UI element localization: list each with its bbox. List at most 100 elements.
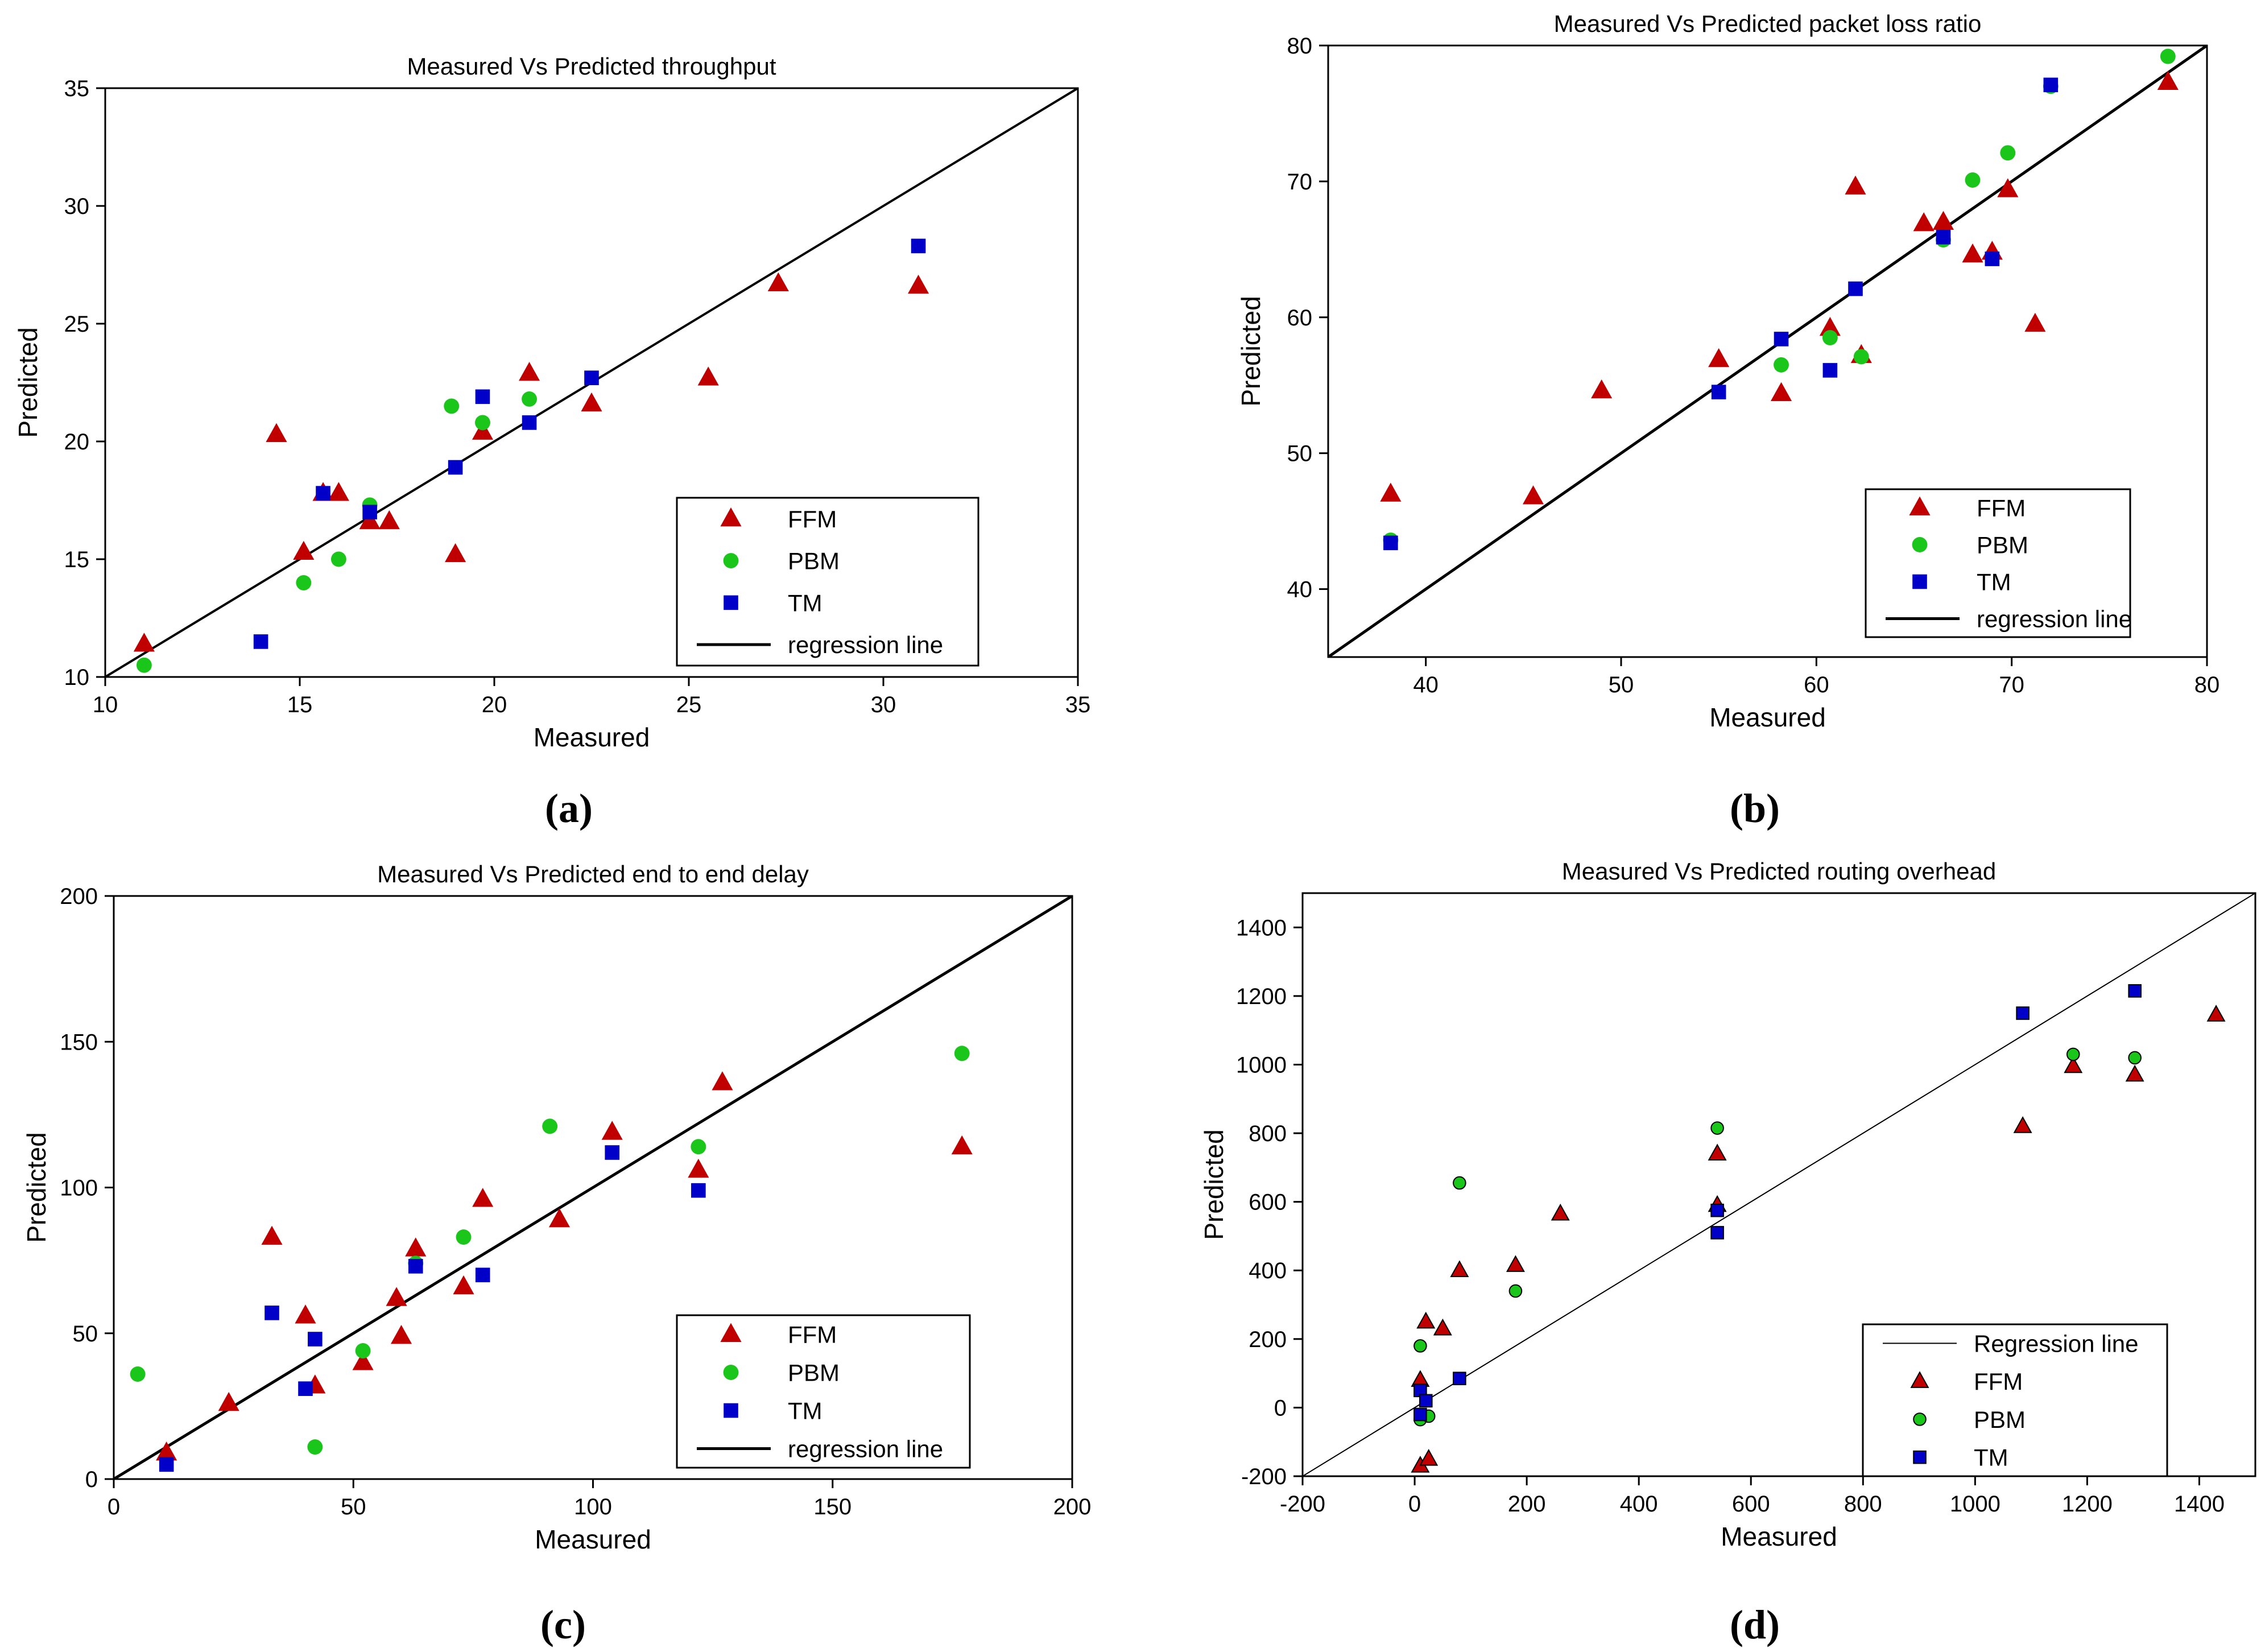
data-point-ffm [472, 1188, 494, 1207]
data-point-pbm [330, 551, 346, 567]
regression-line [114, 896, 1072, 1479]
data-point-tm [1711, 385, 1726, 399]
data-point-pbm [1453, 1176, 1466, 1190]
y-tick-label: 400 [1249, 1258, 1287, 1283]
data-point-ffm [2013, 1116, 2032, 1133]
data-point-ffm [453, 1275, 474, 1295]
y-tick-label: 35 [64, 76, 90, 101]
y-tick-label: 20 [64, 429, 90, 455]
legend: FFM PBM TM regression line [1865, 488, 2132, 638]
y-axis-label: Predicted [1199, 1129, 1229, 1240]
data-point-ffm [266, 423, 287, 443]
legend-tm-swatch [1913, 1450, 1927, 1464]
legend-tm-swatch [724, 1403, 738, 1418]
x-tick-label: -200 [1280, 1492, 1325, 1517]
data-point-tm [1985, 251, 2000, 266]
y-tick-label: 1400 [1236, 915, 1287, 940]
data-point-ffm [1845, 175, 1866, 195]
legend-tm-swatch [724, 595, 738, 610]
y-tick-label: 0 [1274, 1395, 1287, 1420]
data-point-ffm [1551, 1203, 1570, 1221]
data-point-ffm [2064, 1056, 2083, 1073]
data-point-ffm [218, 1391, 239, 1411]
x-tick-label: 0 [108, 1494, 120, 1519]
data-point-tm [2016, 1006, 2030, 1020]
data-point-tm [1848, 281, 1863, 296]
x-tick-label: 1200 [2062, 1492, 2113, 1517]
figure-caption: (b) [1730, 786, 1780, 831]
data-point-ffm [908, 274, 929, 294]
data-point-tm [1383, 535, 1398, 551]
x-tick-label: 40 [1413, 672, 1439, 697]
data-point-ffm [601, 1121, 623, 1140]
data-point-ffm [2157, 71, 2179, 90]
data-point-tm [1413, 1407, 1427, 1422]
y-tick-label: 25 [64, 312, 90, 337]
data-point-tm [2043, 77, 2059, 93]
x-tick-label: 100 [574, 1494, 612, 1519]
y-tick-label: 15 [64, 547, 90, 572]
data-point-tm [1936, 230, 1951, 245]
chart-b: Measured Vs Predicted packet loss ratio 4… [1236, 10, 2219, 831]
data-point-pbm [456, 1229, 472, 1245]
legend-label: regression line [788, 631, 943, 658]
data-point-pbm [2128, 1051, 2142, 1065]
y-tick-label: 800 [1249, 1121, 1287, 1146]
data-point-pbm [136, 657, 152, 673]
data-point-tm [1710, 1203, 1724, 1217]
data-point-ffm [328, 482, 349, 501]
data-point-pbm [1508, 1284, 1523, 1298]
data-point-ffm [1913, 212, 1935, 232]
data-point-pbm [2000, 145, 2016, 161]
data-point-ffm [1416, 1311, 1436, 1329]
data-point-pbm [355, 1343, 371, 1358]
legend-label: PBM [1977, 532, 2028, 559]
x-tick-label: 400 [1620, 1492, 1658, 1517]
plot-frame [1301, 892, 2256, 1477]
x-tick-label: 200 [1053, 1494, 1092, 1519]
legend-box [1862, 1323, 2168, 1477]
data-point-ffm [1433, 1318, 1452, 1336]
data-point-ffm [352, 1351, 374, 1370]
data-point-tm [2128, 984, 2142, 998]
x-tick-label: 70 [1999, 672, 2024, 697]
x-tick-label: 1400 [2174, 1492, 2225, 1517]
data-point-tm [253, 634, 268, 649]
chart-title: Measured Vs Predicted routing overhead [1562, 858, 1996, 885]
chart-title: Measured Vs Predicted packet loss ratio [1554, 10, 1982, 37]
plot-frame [104, 87, 1079, 678]
data-point-ffm [519, 362, 540, 381]
x-tick-label: 1000 [1950, 1492, 2001, 1517]
y-tick-label: 80 [1287, 34, 1313, 59]
data-point-pbm [444, 398, 460, 414]
data-point-ffm [1962, 243, 1983, 263]
data-point-ffm [1932, 210, 1954, 230]
legend-ffm-swatch [720, 1323, 742, 1342]
x-tick-label: 150 [813, 1494, 852, 1519]
y-axis-label: Predicted [13, 327, 43, 437]
data-point-ffm [2125, 1064, 2144, 1082]
y-tick-label: -200 [1241, 1464, 1287, 1489]
data-point-ffm [1708, 348, 1730, 367]
data-point-tm [408, 1259, 423, 1274]
data-point-tm [159, 1457, 174, 1472]
legend-label: PBM [788, 548, 840, 575]
y-tick-label: 40 [1287, 577, 1313, 602]
data-point-ffm [378, 510, 400, 530]
y-tick-label: 50 [1287, 441, 1313, 466]
data-point-tm [308, 1332, 323, 1347]
data-point-tm [1774, 332, 1789, 346]
data-point-ffm [1506, 1255, 1525, 1272]
chart-a: Measured Vs Predicted throughput 10 15 20 25… [13, 53, 1090, 831]
data-point-pbm [522, 391, 537, 407]
legend-ffm-swatch [1910, 1371, 1929, 1388]
y-tick-label: 10 [64, 665, 90, 690]
legend: FFM PBM TM regression line [676, 497, 979, 667]
data-point-ffm [1522, 485, 1544, 505]
data-point-pbm [130, 1366, 146, 1382]
data-point-ffm [1419, 1448, 1439, 1466]
data-point-pbm [954, 1046, 970, 1062]
data-point-pbm [1774, 357, 1789, 373]
data-point-ffm [293, 540, 315, 560]
data-point-tm [362, 505, 377, 519]
